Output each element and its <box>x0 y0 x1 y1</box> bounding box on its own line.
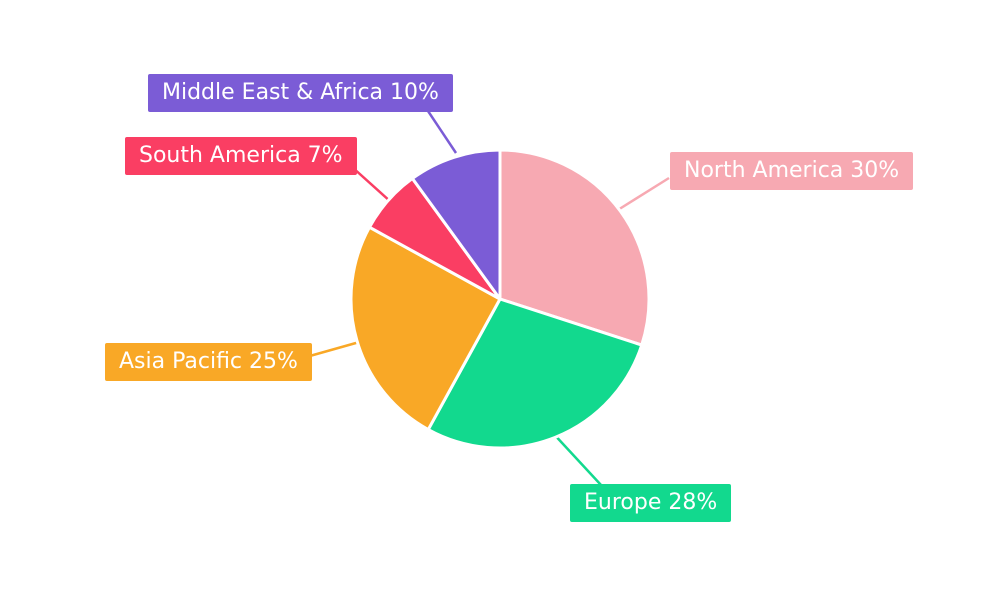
pie-slice-north-america <box>498 148 651 347</box>
pie-label-south-america: South America 7% <box>125 137 357 175</box>
leader-line-europe <box>550 430 602 486</box>
pie-label-europe: Europe 28% <box>570 484 732 522</box>
leader-line-north-america <box>612 176 670 215</box>
pie-label-middle-east-africa: Middle East & Africa 10% <box>148 74 453 112</box>
leader-line-middle-east-africa <box>426 110 458 154</box>
pie-label-asia-pacific: Asia Pacific 25% <box>105 343 312 381</box>
pie-slice-middle-east-africa <box>410 148 502 301</box>
pie-slice-europe <box>426 297 644 450</box>
pie-slice-asia-pacific <box>349 225 502 432</box>
pie-label-north-america: North America 30% <box>670 152 914 190</box>
